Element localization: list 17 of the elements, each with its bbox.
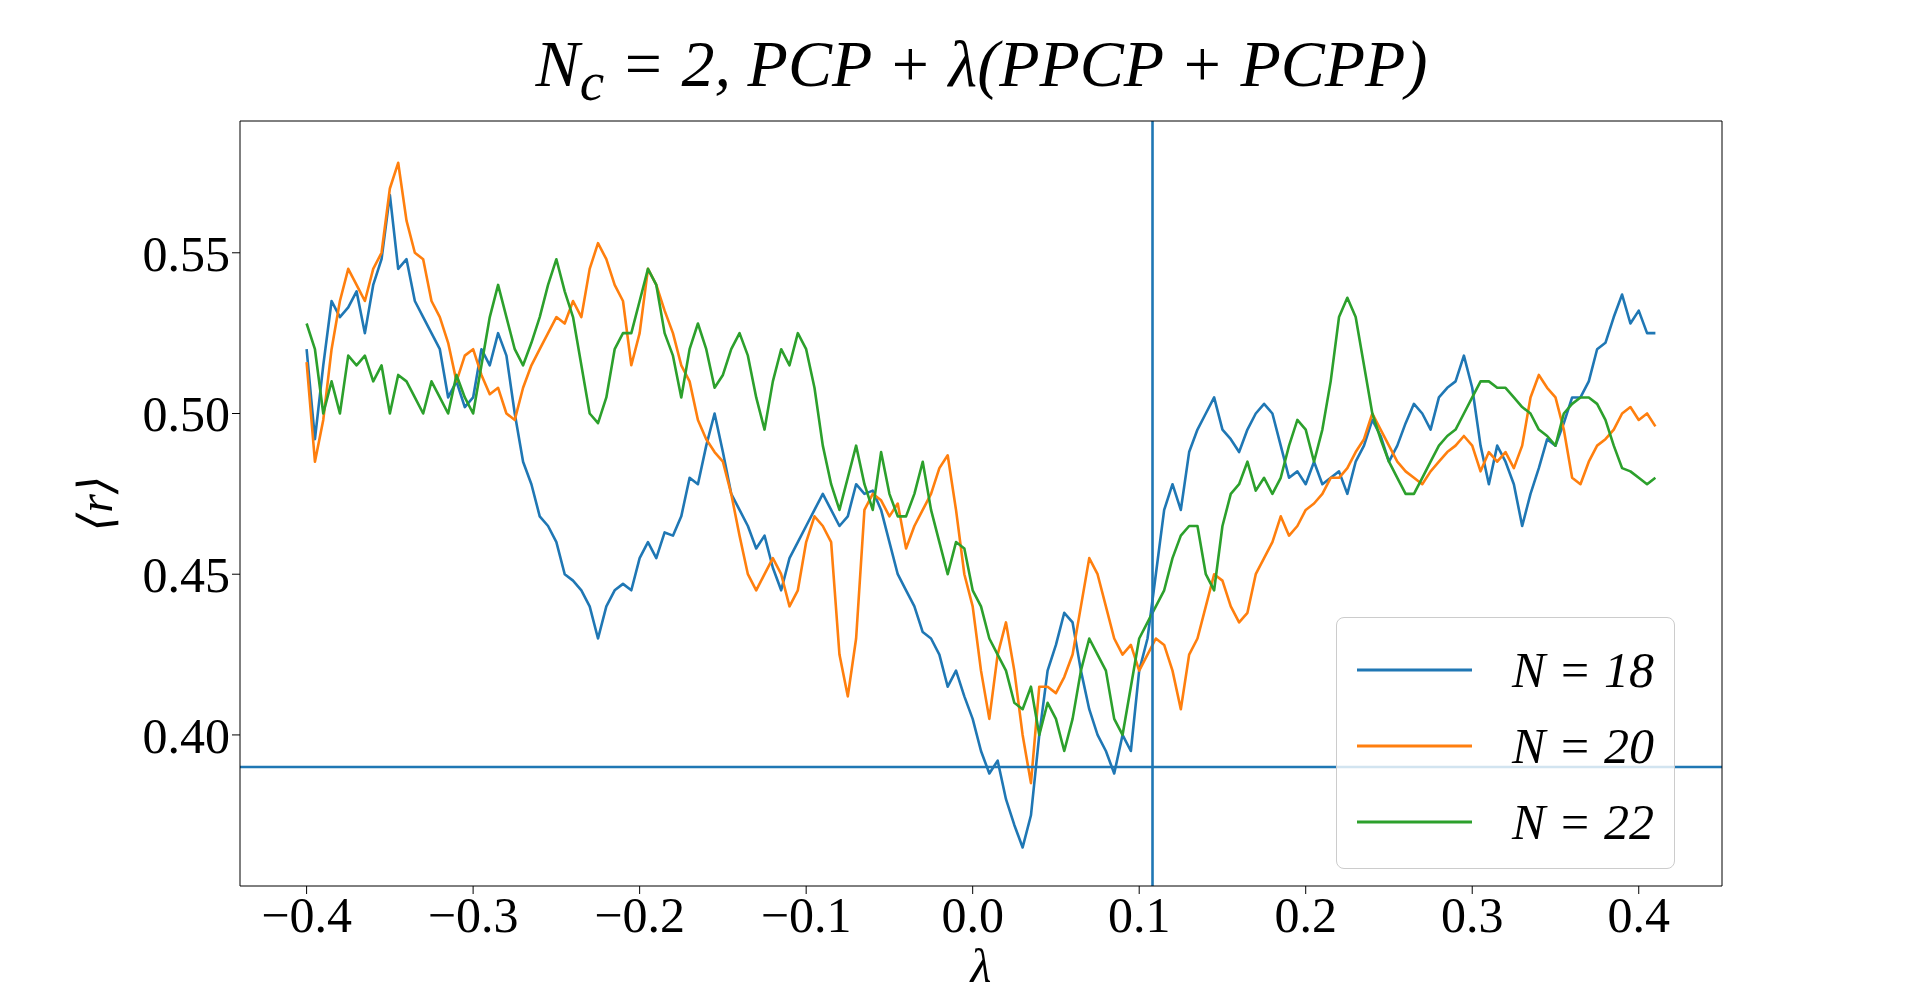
x-tick-label: −0.1 [760,886,852,943]
y-tick-label: 0.40 [142,707,230,764]
y-tick-label: 0.50 [142,386,230,443]
legend-label: N = 22 [1512,793,1655,851]
x-tick-label: 0.1 [1107,886,1171,943]
y-axis-title: ⟨r⟩ [69,475,123,532]
y-tick-label: 0.55 [142,225,230,282]
x-tick-label: 0.4 [1607,886,1670,943]
x-tick-label: −0.2 [594,886,685,943]
x-tick-label: 0.2 [1274,886,1337,943]
legend-label: N = 20 [1512,717,1655,775]
x-tick-label: −0.3 [427,886,519,943]
x-tick-label: 0.3 [1440,886,1504,943]
chart-title: N$_{c}$ = 2, PCP + λ(PPCP + PCPP) [534,26,1429,114]
y-tick-label: 0.45 [142,546,230,603]
legend-label: N = 18 [1512,641,1655,699]
x-tick-label: −0.4 [261,886,352,943]
